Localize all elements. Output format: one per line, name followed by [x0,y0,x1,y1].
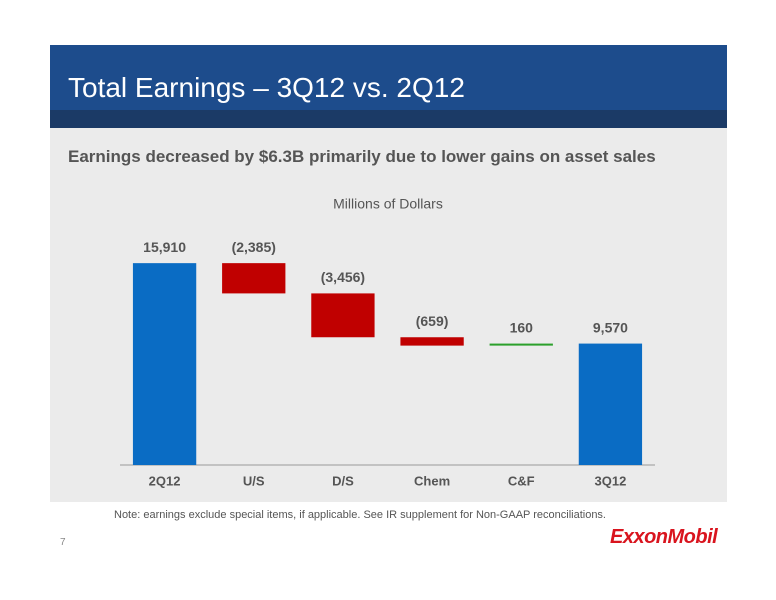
value-label: (659) [416,313,449,329]
value-label: 160 [510,319,534,335]
x-tick-label: U/S [243,473,265,488]
value-label: 15,910 [143,239,186,255]
bar [578,343,643,465]
value-label: 9,570 [593,319,628,335]
value-label: (2,385) [232,239,276,255]
value-label: (3,456) [321,269,365,285]
header-stripe [50,110,727,128]
x-tick-label: Chem [414,473,450,488]
bar [222,263,286,294]
bar [400,337,464,346]
bar [132,263,197,465]
x-tick-label: D/S [332,473,354,488]
x-tick-label: C&F [508,473,535,488]
logo: ExxonMobil [610,526,718,548]
slide-title: Total Earnings – 3Q12 vs. 2Q12 [68,72,465,103]
footnote: Note: earnings exclude special items, if… [114,509,606,521]
header-band [50,45,727,110]
bar [311,293,375,338]
headline: Earnings decreased by $6.3B primarily du… [68,147,656,166]
x-tick-label: 2Q12 [149,473,181,488]
chart-subtitle: Millions of Dollars [333,196,443,212]
page-number: 7 [60,537,66,548]
bar [489,343,553,346]
x-tick-label: 3Q12 [595,473,627,488]
